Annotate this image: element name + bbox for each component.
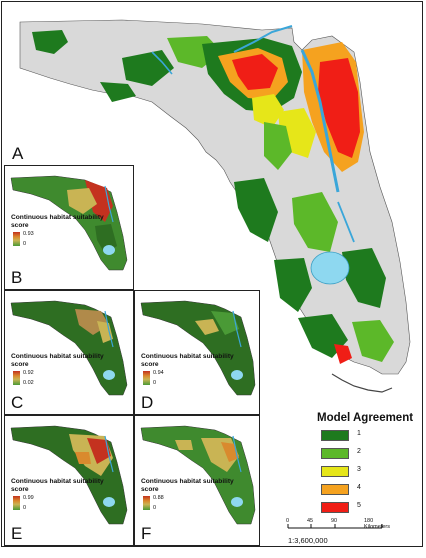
inset-color-ramp bbox=[13, 371, 20, 385]
agreement-patch bbox=[292, 192, 338, 252]
agreement-patch bbox=[252, 94, 284, 128]
legend-swatch bbox=[321, 484, 349, 495]
legend-swatch bbox=[321, 502, 349, 513]
scale-bar: 0 45 90 180 Kilometers 1:3,600,000 bbox=[286, 518, 394, 558]
legend-swatch bbox=[321, 430, 349, 441]
legend-title: Model Agreement bbox=[317, 412, 414, 424]
agreement-patch bbox=[122, 50, 174, 86]
scale-ratio: 1:3,600,000 bbox=[288, 536, 328, 545]
agreement-patch bbox=[334, 344, 352, 364]
inset-legend-title: Continuous habitat suitability score bbox=[11, 353, 104, 368]
inset-color-ramp bbox=[13, 496, 20, 510]
panel-label-b: B bbox=[11, 268, 23, 287]
agreement-patch bbox=[100, 82, 136, 102]
inset-map-d: Continuous habitat suitability score 0.9… bbox=[134, 290, 260, 415]
inset-color-ramp bbox=[143, 496, 150, 510]
panel-label-a: A bbox=[12, 144, 24, 163]
panel-label-d: D bbox=[141, 393, 154, 412]
inset-suitability-map bbox=[140, 300, 256, 396]
river bbox=[151, 51, 173, 75]
inset-min-value: 0 bbox=[23, 241, 27, 247]
inset-min-value: 0 bbox=[153, 380, 157, 386]
florida-keys bbox=[331, 373, 393, 393]
river bbox=[337, 201, 355, 243]
inset-color-ramp bbox=[13, 232, 20, 246]
inset-suitability-map bbox=[10, 175, 128, 271]
legend-label: 1 bbox=[357, 430, 361, 437]
agreement-patch bbox=[232, 54, 278, 90]
scale-tick-label: 0 bbox=[286, 518, 290, 524]
inset-suitability-map bbox=[140, 425, 256, 525]
inset-map-c: Continuous habitat suitability score 0.9… bbox=[4, 290, 134, 415]
legend-label: 3 bbox=[357, 466, 361, 473]
inset-max-value: 0.92 bbox=[23, 370, 34, 376]
inset-max-value: 0.94 bbox=[153, 370, 164, 376]
agreement-patch bbox=[264, 122, 292, 170]
inset-map-f: Continuous habitat suitability score 0.8… bbox=[134, 415, 260, 546]
scale-tick-label: 45 bbox=[307, 518, 314, 524]
lake-okeechobee bbox=[310, 251, 350, 285]
main-agreement-map bbox=[19, 19, 411, 393]
legend-swatch bbox=[321, 466, 349, 477]
legend-swatch bbox=[321, 448, 349, 459]
scale-bar-graphic bbox=[287, 524, 383, 529]
agreement-patch bbox=[32, 30, 68, 54]
inset-legend-title: Continuous habitat suitability score bbox=[141, 478, 234, 493]
inset-max-value: 0.88 bbox=[153, 495, 164, 501]
inset-map-b: Continuous habitat suitability score 0.9… bbox=[4, 165, 134, 290]
inset-max-value: 0.93 bbox=[23, 231, 34, 237]
panel-label-e: E bbox=[11, 524, 23, 543]
inset-suitability-map bbox=[10, 300, 128, 396]
inset-min-value: 0 bbox=[23, 505, 27, 511]
scale-tick-label: 90 bbox=[331, 518, 338, 524]
scale-tick-label: 180 Kilometers bbox=[364, 518, 390, 530]
agreement-patch bbox=[352, 320, 394, 362]
inset-min-value: 0.02 bbox=[23, 380, 34, 386]
agreement-patch bbox=[274, 258, 312, 312]
panel-label-f: F bbox=[141, 524, 152, 543]
legend-label: 5 bbox=[357, 502, 361, 509]
inset-max-value: 0.99 bbox=[23, 495, 34, 501]
agreement-patch bbox=[234, 178, 278, 242]
legend-label: 4 bbox=[357, 484, 361, 491]
inset-min-value: 0 bbox=[153, 505, 157, 511]
agreement-patch bbox=[342, 248, 386, 308]
agreement-patch bbox=[318, 58, 360, 158]
legend-label: 2 bbox=[357, 448, 361, 455]
map-figure: A Continuous habitat suitability score 0… bbox=[1, 1, 423, 547]
inset-suitability-map bbox=[10, 425, 128, 525]
st-johns-river bbox=[300, 49, 340, 193]
inset-legend-title: Continuous habitat suitability score bbox=[11, 478, 104, 493]
inset-legend-title: Continuous habitat suitability score bbox=[141, 353, 234, 368]
inset-color-ramp bbox=[143, 371, 150, 385]
river bbox=[233, 25, 293, 53]
inset-map-e: Continuous habitat suitability score 0.9… bbox=[4, 415, 134, 546]
panel-label-c: C bbox=[11, 393, 24, 412]
inset-legend-title: Continuous habitat suitability score bbox=[11, 214, 104, 229]
